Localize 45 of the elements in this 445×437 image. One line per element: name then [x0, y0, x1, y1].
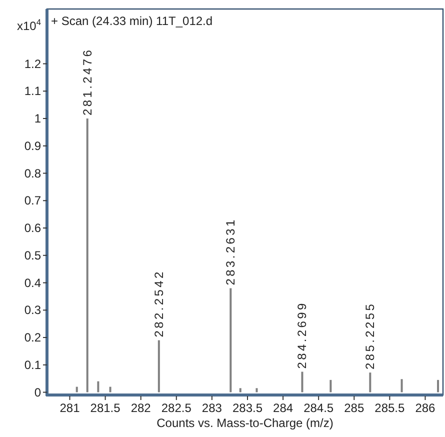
bar [158, 340, 160, 392]
x-tick-label: 281.5 [90, 401, 121, 415]
x-tick-label: 281 [60, 401, 80, 415]
bar [76, 386, 78, 392]
x-tick-label: 284.5 [304, 401, 334, 415]
y-tick-label: 1.2 [24, 56, 42, 71]
y-tick-label: 0.6 [24, 221, 42, 236]
annotation: 281.2476 [80, 48, 94, 116]
x-tick-label: 282.5 [161, 401, 192, 415]
y-tick-label: 0.1 [24, 358, 42, 372]
y-axis-title: x10$^{4}$ [16, 17, 42, 33]
y-tick-label: 0.3 [24, 303, 42, 318]
annotation: 284.2699 [295, 301, 310, 369]
bar [97, 381, 100, 392]
y-tick-label: 0.4 [24, 276, 42, 290]
x-tick-label: 284 [273, 401, 294, 415]
bar [256, 388, 258, 392]
x-tick-label: 283.5 [232, 401, 263, 415]
chart-title: + Scan (24.33 min) 11T_012.d [51, 14, 213, 28]
bar [369, 372, 372, 392]
y-tick-label: 0 [34, 385, 42, 400]
x-tick-label: 285.5 [374, 401, 406, 415]
y-tick-label: 1.1 [24, 84, 42, 98]
bar [239, 388, 242, 392]
bar [230, 288, 232, 392]
annotation: 283.2631 [224, 218, 238, 286]
annotation: 285.2255 [363, 302, 378, 370]
bar [86, 118, 88, 392]
x-tick-label: 286 [415, 401, 436, 415]
y-tick-label: 0.2 [24, 330, 42, 345]
x-axis-title: Counts vs. Mass-to-Charge (m/z) [156, 416, 334, 430]
y-tick-label: 0.5 [24, 248, 42, 262]
y-tick-label: 0.7 [24, 194, 42, 208]
bar [330, 380, 332, 392]
x-tick-label: 283 [202, 401, 222, 415]
bar [437, 380, 440, 392]
x-tick-label: 285 [344, 401, 364, 415]
y-tick-label: 0.9 [24, 138, 42, 153]
bar [400, 379, 403, 392]
annotation: 282.2542 [152, 270, 166, 338]
bar [109, 386, 112, 392]
x-tick-label: 282 [130, 401, 152, 415]
bar [301, 372, 304, 392]
y-tick-label: 0.8 [24, 166, 42, 180]
y-tick-label: 1 [34, 112, 42, 126]
